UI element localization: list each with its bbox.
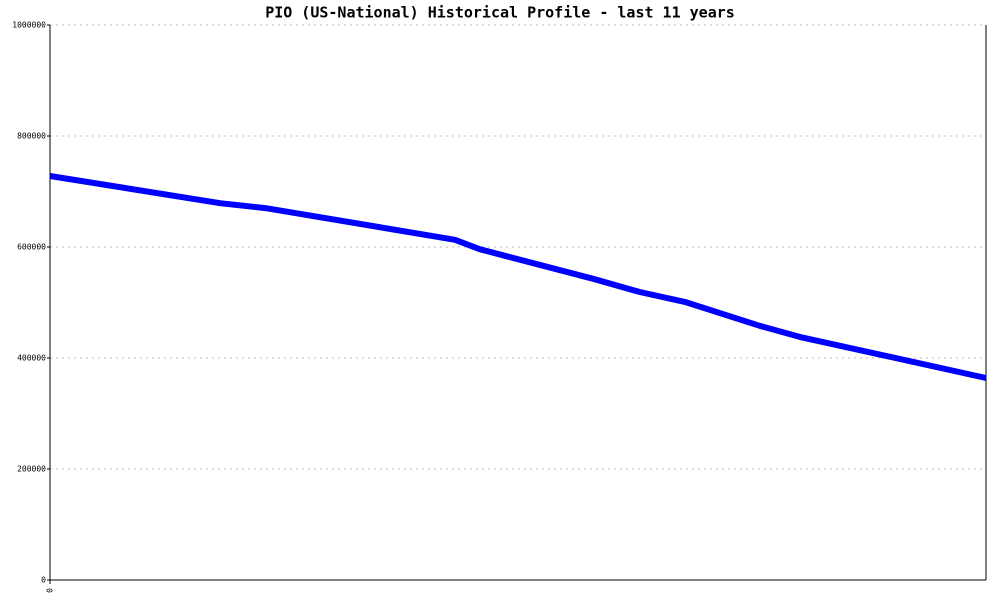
y-tick-label: 800000 (17, 132, 46, 141)
y-tick-label: 0 (41, 576, 46, 585)
chart-title: PIO (US-National) Historical Profile - l… (265, 4, 735, 22)
y-tick-label: 400000 (17, 354, 46, 363)
y-tick-label: 200000 (17, 465, 46, 474)
x-tick-label: 0 (46, 588, 55, 593)
data-line (49, 173, 987, 381)
y-tick-label: 600000 (17, 243, 46, 252)
y-tick-label: 1000000 (12, 21, 46, 30)
